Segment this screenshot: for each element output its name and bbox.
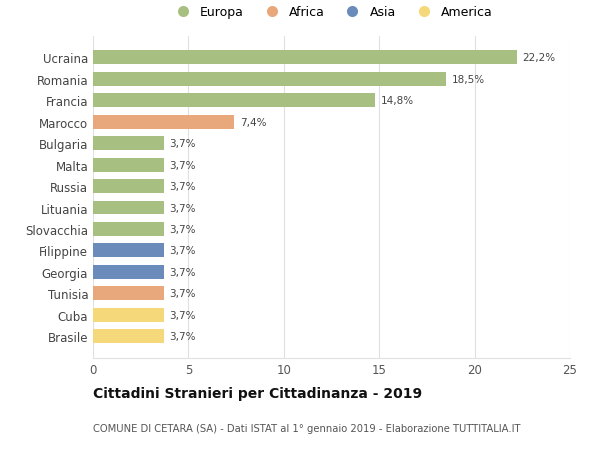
Bar: [93, 94, 376, 108]
Bar: [93, 51, 517, 65]
Text: 3,7%: 3,7%: [169, 160, 196, 170]
Bar: [93, 308, 164, 322]
Text: COMUNE DI CETARA (SA) - Dati ISTAT al 1° gennaio 2019 - Elaborazione TUTTITALIA.: COMUNE DI CETARA (SA) - Dati ISTAT al 1°…: [93, 424, 521, 433]
Text: 3,7%: 3,7%: [169, 289, 196, 299]
Bar: [93, 73, 446, 87]
Text: 18,5%: 18,5%: [452, 75, 485, 84]
Text: 3,7%: 3,7%: [169, 267, 196, 277]
Text: Cittadini Stranieri per Cittadinanza - 2019: Cittadini Stranieri per Cittadinanza - 2…: [93, 386, 422, 400]
Text: 3,7%: 3,7%: [169, 182, 196, 192]
Text: 22,2%: 22,2%: [523, 53, 556, 63]
Bar: [93, 137, 164, 151]
Text: 14,8%: 14,8%: [381, 96, 414, 106]
Bar: [93, 116, 234, 129]
Text: 3,7%: 3,7%: [169, 246, 196, 256]
Text: 3,7%: 3,7%: [169, 139, 196, 149]
Legend: Europa, Africa, Asia, America: Europa, Africa, Asia, America: [165, 1, 498, 24]
Bar: [93, 158, 164, 172]
Text: 3,7%: 3,7%: [169, 224, 196, 235]
Text: 7,4%: 7,4%: [240, 118, 266, 128]
Bar: [93, 244, 164, 258]
Text: 3,7%: 3,7%: [169, 203, 196, 213]
Text: 3,7%: 3,7%: [169, 331, 196, 341]
Bar: [93, 201, 164, 215]
Bar: [93, 180, 164, 194]
Bar: [93, 330, 164, 343]
Text: 3,7%: 3,7%: [169, 310, 196, 320]
Bar: [93, 223, 164, 236]
Bar: [93, 265, 164, 279]
Bar: [93, 287, 164, 301]
